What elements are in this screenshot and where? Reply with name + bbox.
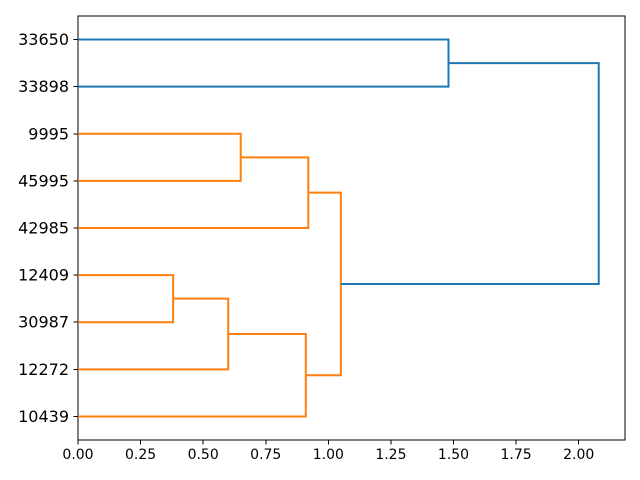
- leaf-label: 33898: [18, 77, 69, 96]
- leaf-label: 33650: [18, 30, 69, 49]
- leaf-label: 30987: [18, 313, 69, 332]
- leaf-label: 9995: [28, 124, 69, 143]
- x-tick-label: 0.75: [250, 447, 281, 463]
- x-tick-label: 0.25: [125, 447, 156, 463]
- dendrogram-link: [78, 333, 307, 418]
- dendrogram-link: [305, 191, 342, 377]
- dendrogram-link: [340, 62, 600, 285]
- dendrogram-link: [78, 132, 242, 182]
- leaf-label: 42985: [18, 219, 69, 238]
- leaf-label: 12409: [18, 266, 69, 285]
- x-tick-label: 1.00: [313, 447, 344, 463]
- x-tick-label: 0.50: [188, 447, 219, 463]
- leaf-label: 12272: [18, 360, 69, 379]
- x-tick-label: 1.50: [438, 447, 469, 463]
- leaf-label: 10439: [18, 407, 69, 426]
- leaf-label: 45995: [18, 171, 69, 190]
- x-tick-label: 0.00: [62, 447, 93, 463]
- dendrogram-link: [78, 274, 175, 324]
- x-tick-label: 1.25: [375, 447, 406, 463]
- x-tick-label: 1.75: [501, 447, 532, 463]
- x-tick-label: 2.00: [563, 447, 594, 463]
